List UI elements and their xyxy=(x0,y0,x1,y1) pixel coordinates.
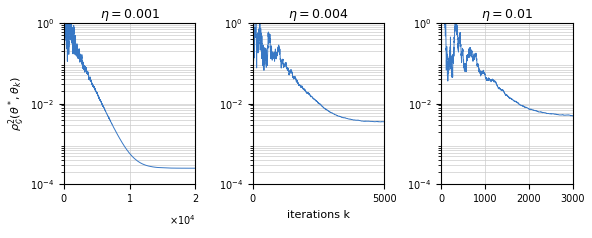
Title: $\eta =0.004$: $\eta =0.004$ xyxy=(288,7,349,23)
Title: $\eta =0.001$: $\eta =0.001$ xyxy=(99,7,159,23)
Title: $\eta =0.01$: $\eta =0.01$ xyxy=(481,7,533,23)
X-axis label: iterations k: iterations k xyxy=(287,209,350,219)
Y-axis label: $\rho^2_{\mathcal{G}}(\theta^*, \theta_k)$: $\rho^2_{\mathcal{G}}(\theta^*, \theta_k… xyxy=(7,76,27,131)
Text: $\times10^4$: $\times10^4$ xyxy=(169,213,195,227)
